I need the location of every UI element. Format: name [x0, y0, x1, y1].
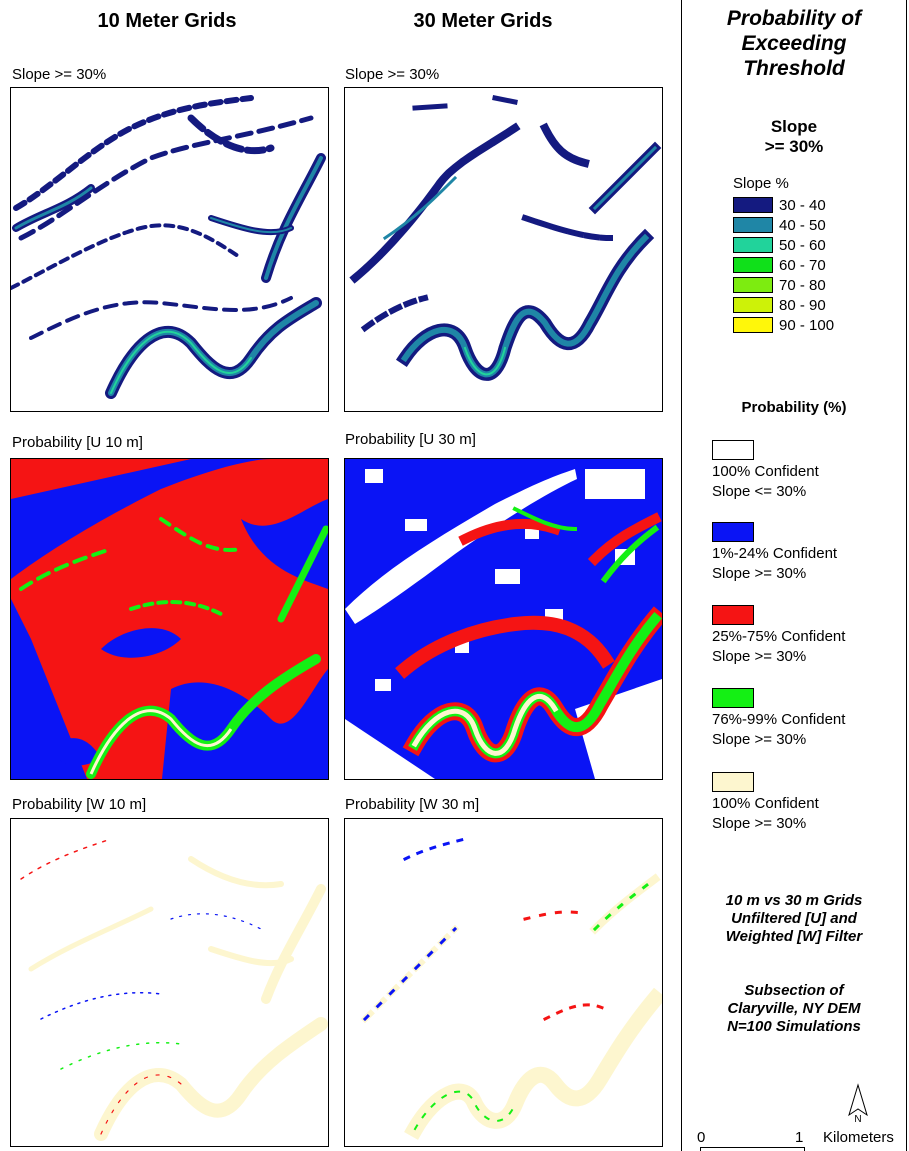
map-prob-u30	[344, 458, 663, 780]
legend-prob-class-line1: 1%-24% Confident	[712, 545, 838, 562]
map-prob-w30	[344, 818, 663, 1147]
legend-prob-class-5: 100% Confident Slope >= 30%	[712, 772, 819, 834]
scale-bar	[700, 1147, 805, 1151]
swatch	[733, 257, 773, 273]
north-arrow-icon: N	[845, 1083, 871, 1127]
legend-slope-pct-label: Slope %	[733, 175, 789, 192]
scale-label-units: Kilometers	[823, 1129, 894, 1146]
legend-prob-class-line2: Slope >= 30%	[712, 565, 807, 582]
legend-slope-class: 50 - 60	[733, 236, 834, 254]
legend-prob-class-line1: 100% Confident	[712, 795, 819, 812]
legend-prob-class-line2: Slope >= 30%	[712, 731, 807, 748]
legend-slope-class: 40 - 50	[733, 216, 834, 234]
legend-slope-class: 80 - 90	[733, 296, 834, 314]
legend-slope-class: 30 - 40	[733, 196, 834, 214]
legend-note-grids: 10 m vs 30 m Grids Unfiltered [U] and We…	[684, 892, 904, 946]
legend-slope-class-label: 60 - 70	[779, 256, 826, 274]
swatch	[712, 772, 754, 792]
legend-prob-class-3: 25%-75% Confident Slope >= 30%	[712, 605, 845, 667]
legend-slope-heading: Slope >= 30%	[684, 117, 904, 157]
swatch	[733, 197, 773, 213]
legend-slope-class: 70 - 80	[733, 276, 834, 294]
legend-slope-class: 60 - 70	[733, 256, 834, 274]
swatch	[733, 237, 773, 253]
panel-label-prob-u30: Probability [U 30 m]	[345, 431, 476, 448]
legend-title-line2: Exceeding	[741, 32, 847, 55]
column-title-30m: 30 Meter Grids	[413, 10, 553, 32]
legend-prob-class-4: 76%-99% Confident Slope >= 30%	[712, 688, 845, 750]
panel-label-prob-w30: Probability [W 30 m]	[345, 796, 480, 813]
scale-label-one: 1	[795, 1129, 804, 1146]
swatch	[712, 605, 754, 625]
legend-note-line: Claryville, NY DEM	[727, 1000, 861, 1017]
swatch	[733, 217, 773, 233]
legend-divider-left	[681, 0, 682, 1151]
legend-prob-class-line1: 25%-75% Confident	[712, 628, 846, 645]
panel-label-slope-30m: Slope >= 30%	[345, 66, 440, 83]
legend-slope-classes: 30 - 40 40 - 50 50 - 60 60 - 70 70 - 80 …	[733, 196, 834, 336]
legend-slope-class-label: 50 - 60	[779, 236, 826, 254]
legend-slope-class-label: 70 - 80	[779, 276, 826, 294]
legend-slope-class-label: 80 - 90	[779, 296, 826, 314]
legend-slope-heading-line1: Slope	[770, 117, 818, 136]
legend-title: Probability of Exceeding Threshold	[684, 6, 904, 81]
map-slope-30m	[344, 87, 663, 412]
map-prob-u10	[10, 458, 329, 780]
panel-label-slope-10m: Slope >= 30%	[12, 66, 107, 83]
legend-prob-class-line2: Slope >= 30%	[712, 815, 807, 832]
legend-slope-heading-line2: >= 30%	[764, 137, 824, 156]
swatch	[712, 522, 754, 542]
legend-prob-class-line1: 76%-99% Confident	[712, 711, 846, 728]
column-title-10m: 10 Meter Grids	[97, 10, 237, 32]
legend-slope-class-label: 40 - 50	[779, 216, 826, 234]
legend-divider-right	[906, 0, 907, 1151]
legend-prob-class-line2: Slope >= 30%	[712, 648, 807, 665]
legend-note-line: Subsection of	[744, 982, 844, 999]
legend-title-line3: Threshold	[743, 57, 845, 80]
legend-prob-class-line2: Slope <= 30%	[712, 483, 807, 500]
swatch	[733, 277, 773, 293]
swatch	[712, 440, 754, 460]
swatch	[733, 317, 773, 333]
panel-label-prob-u10: Probability [U 10 m]	[12, 434, 143, 451]
map-prob-w10	[10, 818, 329, 1147]
legend-note-dem: Subsection of Claryville, NY DEM N=100 S…	[684, 982, 904, 1036]
panel-label-prob-w10: Probability [W 10 m]	[12, 796, 147, 813]
legend-probability-heading: Probability (%)	[741, 399, 847, 416]
legend-note-line: 10 m vs 30 m Grids	[725, 892, 863, 909]
legend-slope-class: 90 - 100	[733, 316, 834, 334]
legend-slope-class-label: 90 - 100	[779, 316, 835, 334]
swatch	[712, 688, 754, 708]
swatch	[733, 297, 773, 313]
legend-prob-class-1: 100% Confident Slope <= 30%	[712, 440, 819, 502]
legend-prob-class-2: 1%-24% Confident Slope >= 30%	[712, 522, 837, 584]
legend-note-line: Weighted [W] Filter	[725, 928, 863, 945]
north-label: N	[854, 1114, 862, 1125]
legend-slope-class-label: 30 - 40	[779, 196, 826, 214]
legend-prob-class-line1: 100% Confident	[712, 463, 819, 480]
legend-title-line1: Probability of	[726, 7, 862, 30]
legend-note-line: Unfiltered [U] and	[731, 910, 857, 927]
legend-note-line: N=100 Simulations	[727, 1018, 861, 1035]
scale-label-zero: 0	[697, 1129, 706, 1146]
map-slope-10m	[10, 87, 329, 412]
